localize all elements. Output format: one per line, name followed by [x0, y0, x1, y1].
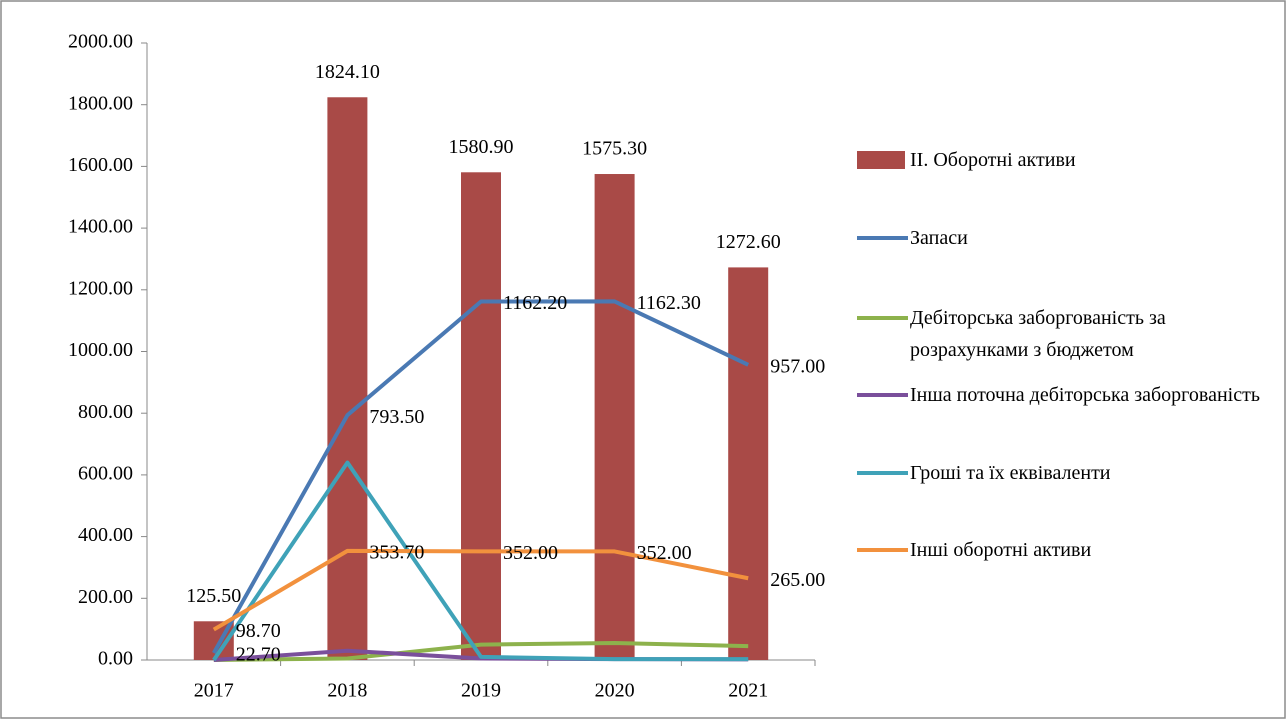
y-tick-label: 1400.00	[68, 216, 133, 238]
data-label: 957.00	[770, 355, 825, 377]
y-tick-label: 800.00	[78, 401, 133, 423]
x-tick-label: 2019	[461, 680, 501, 702]
line	[212, 460, 749, 662]
x-tick-label: 2018	[327, 680, 367, 702]
data-label: 352.00	[637, 542, 692, 564]
x-tick-label: 2021	[728, 680, 768, 702]
data-label: 793.50	[369, 406, 424, 428]
line	[212, 299, 750, 654]
data-label: 352.00	[503, 542, 558, 564]
line	[212, 548, 749, 632]
legend-label: II. Оборотні активи	[910, 149, 1076, 171]
bar	[594, 174, 635, 660]
data-label: 1824.10	[315, 61, 380, 83]
data-label: 1575.30	[582, 138, 647, 160]
data-label: 353.70	[369, 541, 424, 563]
line	[213, 641, 749, 662]
bar	[728, 267, 769, 660]
data-label: 98.70	[236, 620, 281, 642]
y-tick-label: 2000.00	[68, 31, 133, 53]
data-label: 125.50	[186, 585, 241, 607]
y-tick-label: 400.00	[78, 524, 133, 546]
y-tick-label: 1200.00	[68, 277, 133, 299]
legend-label: Інші оборотні активи	[910, 539, 1092, 561]
y-tick-label: 600.00	[78, 462, 133, 484]
x-tick-label: 2017	[194, 680, 234, 702]
legend-marker	[857, 151, 905, 169]
data-label: 1272.60	[716, 231, 781, 253]
data-label: 1580.90	[449, 136, 514, 158]
y-tick-label: 1600.00	[68, 154, 133, 176]
y-tick-label: 0.00	[98, 648, 133, 670]
y-tick-label: 200.00	[78, 586, 133, 608]
legend-label: Інша поточна дебіторська заборгованість	[910, 384, 1260, 406]
data-label: 265.00	[770, 569, 825, 591]
x-tick-label: 2020	[595, 680, 635, 702]
y-tick-label: 1000.00	[68, 339, 133, 361]
y-tick-label: 1800.00	[68, 92, 133, 114]
data-label: 1162.20	[503, 292, 567, 314]
bar	[327, 97, 368, 661]
data-label: 22.70	[236, 644, 281, 666]
legend-label: Гроші та їх еквіваленти	[910, 462, 1111, 484]
bar	[461, 172, 501, 660]
legend-label: Запаси	[910, 227, 968, 249]
data-label: 1162.30	[637, 292, 701, 314]
legend-label: Дебіторська заборгованість за розрахунка…	[910, 307, 1166, 361]
